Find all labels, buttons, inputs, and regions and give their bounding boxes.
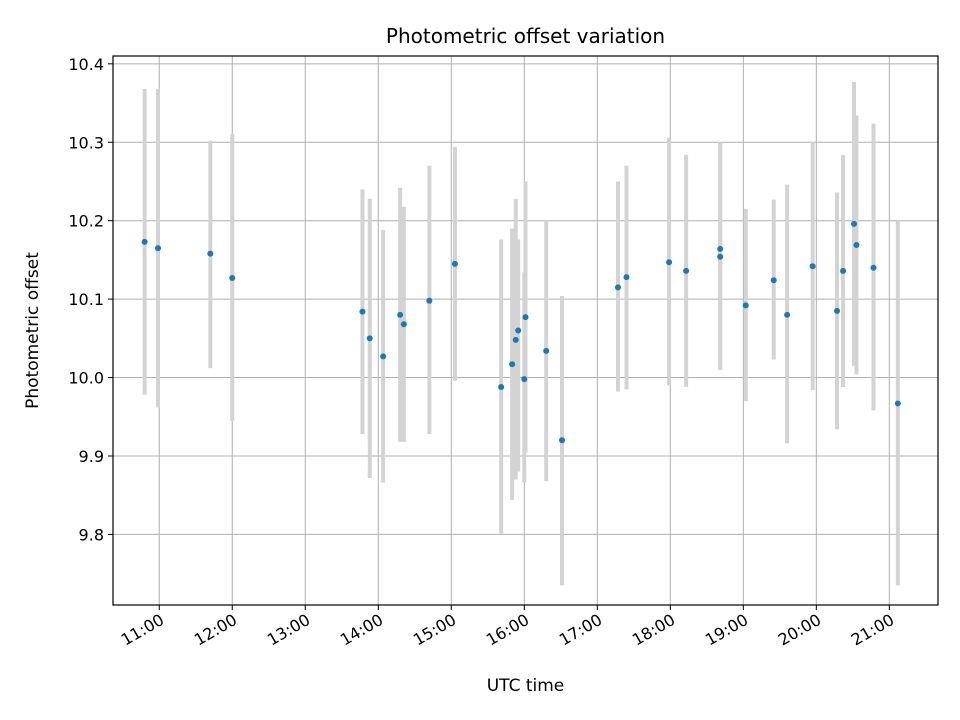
plot-frame — [112, 55, 939, 606]
data-point — [840, 267, 847, 274]
data-point — [141, 238, 148, 245]
data-point — [623, 274, 630, 281]
data-point — [397, 311, 404, 318]
data-point — [742, 302, 749, 309]
data-point — [359, 308, 366, 315]
data-point — [512, 336, 519, 343]
data-point — [666, 259, 673, 266]
data-point — [784, 311, 791, 318]
y-tick-label: 10.0 — [68, 369, 104, 388]
chart-title: Photometric offset variation — [386, 24, 665, 48]
data-point — [426, 297, 433, 304]
data-point — [717, 253, 724, 260]
y-tick-label: 10.3 — [68, 133, 104, 152]
data-point — [894, 400, 901, 407]
data-point — [834, 307, 841, 314]
data-point — [614, 284, 621, 291]
data-point — [521, 376, 528, 383]
data-point — [451, 260, 458, 267]
data-point — [400, 321, 407, 328]
data-point — [851, 220, 858, 227]
data-point — [498, 383, 505, 390]
y-tick-label: 10.1 — [68, 290, 104, 309]
y-tick-label: 9.9 — [79, 447, 104, 466]
data-point — [522, 314, 529, 321]
data-point — [207, 250, 214, 257]
data-point — [770, 277, 777, 284]
data-point — [509, 361, 516, 368]
y-tick-label: 10.4 — [68, 55, 104, 74]
data-point — [543, 347, 550, 354]
data-point — [366, 335, 373, 342]
x-axis-label: UTC time — [487, 676, 565, 696]
y-tick-label: 9.8 — [79, 525, 104, 544]
y-axis-label: Photometric offset — [23, 252, 43, 409]
data-point — [717, 245, 724, 252]
data-point — [155, 245, 162, 252]
data-point — [515, 327, 522, 334]
data-point — [853, 242, 860, 249]
data-point — [559, 437, 566, 444]
data-point — [380, 353, 387, 360]
data-point — [229, 274, 236, 281]
data-point — [683, 267, 690, 274]
y-tick-label: 10.2 — [68, 212, 104, 231]
data-points — [141, 220, 901, 444]
data-point — [809, 263, 816, 270]
data-point — [870, 264, 877, 271]
